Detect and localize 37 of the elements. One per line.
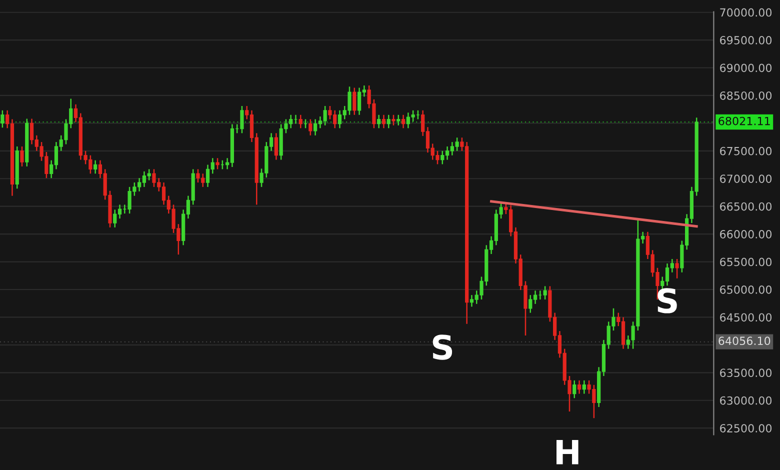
ref-line-label: 64056.10 <box>718 336 770 346</box>
y-tick-label: 69000.00 <box>720 64 772 72</box>
candlestick <box>298 114 302 129</box>
y-tick-label: 68500.00 <box>720 91 772 100</box>
y-tick-label: 63500.00 <box>720 368 772 378</box>
candlestick <box>274 132 278 160</box>
annotation: S <box>432 334 452 360</box>
candlestick <box>216 157 220 170</box>
candlestick <box>20 146 24 168</box>
y-tick-label: 65500.00 <box>720 258 772 266</box>
y-tick-label: 67000.00 <box>720 174 772 183</box>
candlestick <box>0 110 4 128</box>
candlestick <box>396 114 400 126</box>
y-tick-label: 70000.00 <box>720 8 772 17</box>
candlestick <box>582 380 586 394</box>
candlestick <box>401 114 406 129</box>
candlestick <box>94 160 98 174</box>
annotation: S <box>658 288 677 314</box>
candlestick <box>308 118 312 136</box>
y-tick-label: 66000.00 <box>720 230 772 238</box>
candlestick <box>386 114 390 129</box>
text: H <box>556 440 578 464</box>
y-tick-label: 69500.00 <box>720 36 772 44</box>
candlestick <box>382 114 386 129</box>
candlestick <box>377 114 381 129</box>
y-tick-label: 67500.00 <box>720 146 772 156</box>
y-tick-label: 65000.00 <box>720 285 772 294</box>
y-tick-label: 62500.00 <box>720 424 772 432</box>
candlestick <box>352 87 356 116</box>
candlestick <box>572 380 576 399</box>
y-tick-label: 63000.00 <box>720 396 772 405</box>
ref-line-label: 68021.11 <box>718 116 770 126</box>
y-tick-label: 66500.00 <box>720 202 772 211</box>
candlestick <box>675 258 679 280</box>
y-tick-label: 64500.00 <box>720 313 772 322</box>
candlestick <box>577 380 582 394</box>
candlestick <box>392 114 396 126</box>
